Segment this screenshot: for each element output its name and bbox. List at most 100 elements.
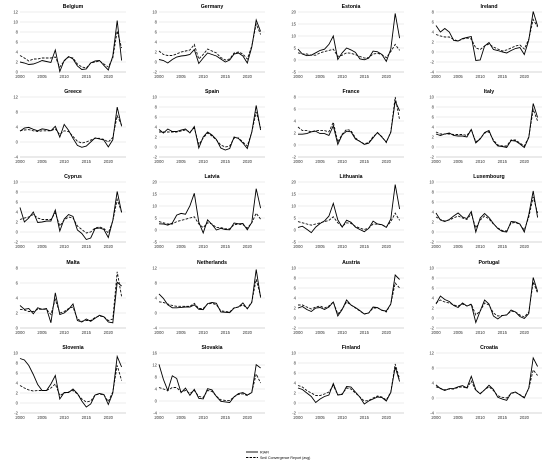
y-tick-label: 4 <box>16 50 19 55</box>
x-tick-label: 2020 <box>382 330 392 335</box>
y-tick-label: -4 <box>153 411 157 416</box>
y-tick-label: -2 <box>292 411 296 416</box>
series-line-riafi <box>435 190 539 234</box>
y-tick-label: 6 <box>16 200 19 205</box>
y-tick-label: 15 <box>291 22 296 27</box>
series-line-report <box>19 271 123 322</box>
y-tick-label: 8 <box>155 105 158 110</box>
y-tick-label: -5 <box>292 240 296 245</box>
series-line-riafi <box>19 106 123 148</box>
y-tick-label: 0 <box>155 145 158 150</box>
y-tick-label: 6 <box>432 20 435 25</box>
x-tick-label: 2000 <box>293 74 303 79</box>
series-line-riafi <box>158 18 262 65</box>
y-tick-label: 4 <box>432 210 435 215</box>
y-tick-label: 0 <box>16 140 19 145</box>
x-tick-label: 2020 <box>243 244 253 249</box>
y-tick-label: -4 <box>430 70 434 75</box>
panel-spain: Spain -2 0 2 4 6 8 10 2000 2005 2010 2015 2020 <box>152 89 265 164</box>
y-tick-label: 6 <box>432 115 435 120</box>
x-tick-label: 2000 <box>431 74 441 79</box>
panel-estonia: Estonia -5 0 5 10 15 20 2000 2005 2010 2015 2020 <box>291 4 404 79</box>
panel-title: Portugal <box>478 260 500 266</box>
y-tick-label: 8 <box>432 366 435 371</box>
panel-title: Slovakia <box>201 345 222 351</box>
y-tick-label: 2 <box>432 220 435 225</box>
panel-title: Croatia <box>480 345 498 351</box>
y-tick-label: 2 <box>16 311 19 316</box>
x-tick-label: 2010 <box>338 415 348 420</box>
y-tick-label: 5 <box>155 216 158 221</box>
x-tick-label: 2005 <box>453 74 463 79</box>
y-tick-label: -5 <box>292 70 296 75</box>
y-tick-label: 8 <box>16 190 19 195</box>
x-tick-label: 2020 <box>243 330 253 335</box>
y-tick-label: 4 <box>155 40 158 45</box>
series-line-riafi <box>19 354 123 408</box>
y-tick-label: 10 <box>429 266 434 271</box>
x-tick-label: 2015 <box>82 74 92 79</box>
panel-title: Ireland <box>480 4 497 10</box>
y-tick-label: 0 <box>155 228 158 233</box>
y-tick-label: 8 <box>432 105 435 110</box>
y-tick-label: 0 <box>155 311 158 316</box>
y-tick-label: 8 <box>432 276 435 281</box>
series-line-report <box>19 114 123 144</box>
legend: RIAFI Smil Convergence Report (avg) <box>246 450 310 460</box>
y-tick-label: 6 <box>16 40 19 45</box>
series-line-report <box>297 43 400 59</box>
panel-title: Spain <box>205 89 219 95</box>
x-tick-label: 2005 <box>453 415 463 420</box>
x-tick-label: 2020 <box>382 244 392 249</box>
y-tick-label: 2 <box>432 135 435 140</box>
x-tick-label: 2000 <box>431 415 441 420</box>
x-tick-label: 2005 <box>453 244 463 249</box>
y-tick-label: 0 <box>16 326 19 331</box>
x-tick-label: 2015 <box>82 415 92 420</box>
y-tick-label: 0 <box>16 401 19 406</box>
x-tick-label: 2005 <box>176 415 186 420</box>
x-tick-label: 2010 <box>476 415 486 420</box>
y-tick-label: 4 <box>16 125 19 130</box>
y-tick-label: 5 <box>294 46 297 51</box>
y-tick-label: 10 <box>152 95 157 100</box>
y-tick-label: 6 <box>294 371 297 376</box>
y-tick-label: 8 <box>155 375 158 380</box>
y-tick-label: -5 <box>153 240 157 245</box>
y-tick-label: 0 <box>16 230 19 235</box>
y-tick-label: 12 <box>13 10 18 15</box>
x-tick-label: 2015 <box>360 74 370 79</box>
x-tick-label: 2015 <box>498 330 508 335</box>
x-tick-label: 2015 <box>360 159 370 164</box>
x-tick-label: 2005 <box>315 244 325 249</box>
y-tick-label: 12 <box>429 351 434 356</box>
x-tick-label: 2015 <box>360 415 370 420</box>
y-tick-label: 4 <box>155 387 158 392</box>
y-tick-label: 2 <box>16 220 19 225</box>
panel-title: Italy <box>484 89 494 95</box>
y-tick-label: 0 <box>294 401 297 406</box>
x-tick-label: 2020 <box>243 74 253 79</box>
y-tick-label: 0 <box>432 50 435 55</box>
panel-greece: Greece -4 0 4 8 12 2000 2005 2010 2015 2020 <box>13 89 126 164</box>
panel-belgium: Belgium 0 2 4 6 8 10 12 2000 2005 2010 2015 2020 <box>13 4 126 79</box>
series-line-riafi <box>297 184 401 234</box>
y-tick-label: 4 <box>294 381 297 386</box>
y-tick-label: 0 <box>432 145 435 150</box>
y-tick-label: -4 <box>153 326 157 331</box>
x-tick-label: 2020 <box>520 330 530 335</box>
panel-title: Greece <box>64 89 82 95</box>
series-line-riafi <box>158 269 262 314</box>
x-tick-label: 2010 <box>60 330 70 335</box>
y-tick-label: 6 <box>16 371 19 376</box>
x-tick-label: 2005 <box>37 74 47 79</box>
panel-germany: Germany -2 0 2 4 6 8 10 2000 2005 2010 2015 2020 <box>152 4 265 79</box>
panel-latvia: Latvia -5 0 5 10 15 20 2000 2005 2010 2015 2020 <box>152 174 265 249</box>
y-tick-label: 8 <box>16 30 19 35</box>
panel-france: France -2 0 2 4 6 8 2000 2005 2010 2015 2020 <box>292 89 404 164</box>
x-tick-label: 2020 <box>520 159 530 164</box>
x-tick-label: 2020 <box>520 244 530 249</box>
y-tick-label: 4 <box>432 296 435 301</box>
y-tick-label: 2 <box>294 131 297 136</box>
x-tick-label: 2010 <box>60 415 70 420</box>
